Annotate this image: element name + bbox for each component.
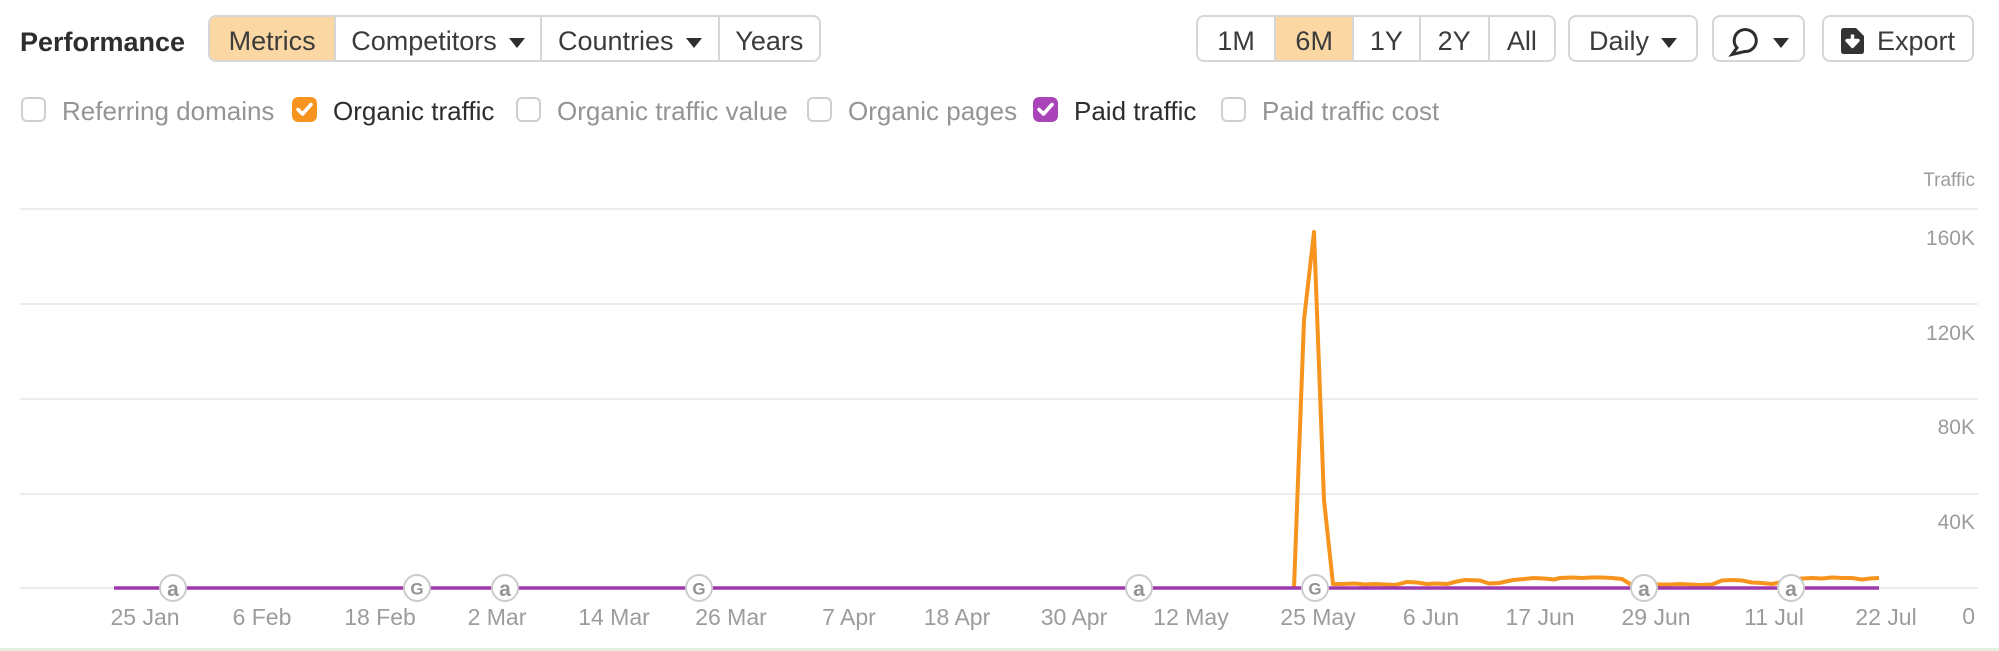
- svg-text:6 Feb: 6 Feb: [233, 604, 292, 630]
- svg-text:11 Jul: 11 Jul: [1744, 604, 1804, 630]
- svg-text:120K: 120K: [1926, 322, 1975, 345]
- svg-text:14 Mar: 14 Mar: [578, 604, 650, 630]
- svg-text:40K: 40K: [1938, 511, 1975, 534]
- svg-text:18 Feb: 18 Feb: [344, 604, 416, 630]
- svg-text:30 Apr: 30 Apr: [1041, 604, 1108, 630]
- svg-text:7 Apr: 7 Apr: [822, 604, 876, 630]
- svg-text:G: G: [410, 580, 423, 599]
- svg-text:a: a: [499, 578, 511, 601]
- svg-text:a: a: [1785, 578, 1797, 601]
- svg-text:25 Jan: 25 Jan: [110, 604, 179, 630]
- svg-text:22 Jul: 22 Jul: [1855, 604, 1916, 630]
- svg-text:a: a: [1638, 578, 1650, 601]
- svg-text:18 Apr: 18 Apr: [924, 604, 991, 630]
- svg-text:160K: 160K: [1926, 227, 1975, 250]
- svg-text:G: G: [1308, 580, 1321, 599]
- svg-text:6 Jun: 6 Jun: [1403, 604, 1459, 630]
- svg-text:Traffic: Traffic: [1923, 170, 1975, 191]
- svg-text:0: 0: [1962, 603, 1975, 629]
- svg-text:a: a: [167, 578, 179, 601]
- svg-text:25 May: 25 May: [1280, 604, 1356, 630]
- svg-text:29 Jun: 29 Jun: [1621, 604, 1690, 630]
- svg-text:2 Mar: 2 Mar: [468, 604, 527, 630]
- svg-text:G: G: [692, 580, 705, 599]
- svg-text:a: a: [1133, 578, 1145, 601]
- svg-text:17 Jun: 17 Jun: [1505, 604, 1574, 630]
- svg-text:80K: 80K: [1938, 416, 1975, 439]
- svg-text:26 Mar: 26 Mar: [695, 604, 767, 630]
- svg-text:12 May: 12 May: [1153, 604, 1229, 630]
